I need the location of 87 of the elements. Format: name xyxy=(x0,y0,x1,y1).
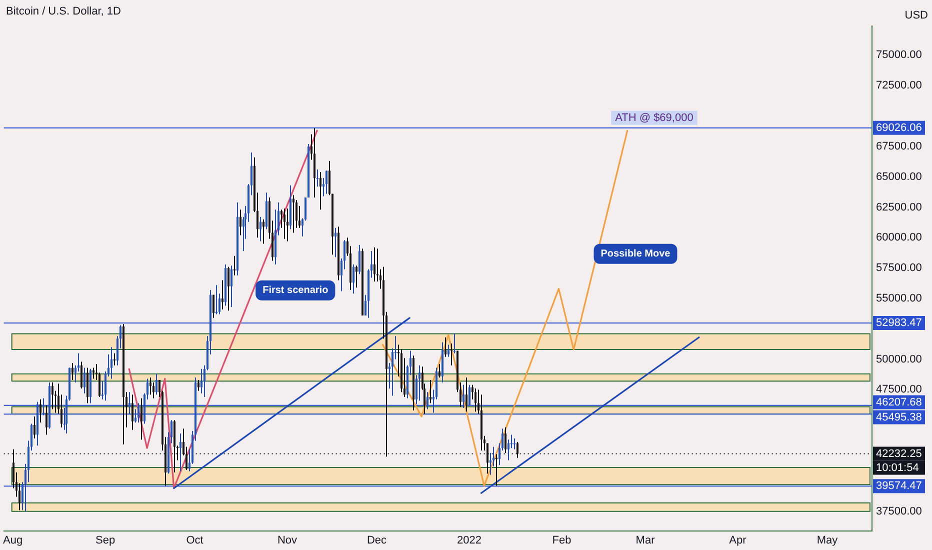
y-tick-label: 72500.00 xyxy=(876,80,922,92)
x-tick-label: May xyxy=(816,534,838,546)
candlestick xyxy=(462,384,464,408)
candlestick xyxy=(356,265,358,288)
candlestick xyxy=(40,398,42,424)
ref-line-label: 42232.25 xyxy=(876,448,922,460)
candlestick xyxy=(430,379,432,404)
candlestick xyxy=(352,264,354,294)
y-tick-label: 50000.00 xyxy=(876,353,922,366)
y-tick-label: 55000.00 xyxy=(876,292,922,304)
y-tick-label: 47500.00 xyxy=(876,384,922,396)
candlestick xyxy=(260,216,262,242)
x-tick-label: Oct xyxy=(186,534,204,546)
candlestick xyxy=(128,392,130,415)
x-tick-label: 2022 xyxy=(457,534,482,546)
candlestick xyxy=(426,392,428,410)
ref-line-label: 52983.47 xyxy=(876,317,922,330)
candlestick xyxy=(80,361,82,389)
candlestick xyxy=(374,246,376,282)
chart-title: Bitcoin / U.S. Dollar, 1D xyxy=(6,6,121,18)
x-tick-label: Nov xyxy=(277,534,298,546)
x-tick-label: Apr xyxy=(729,534,747,546)
y-tick-label: 60000.00 xyxy=(876,232,922,244)
candlestick xyxy=(334,227,336,258)
ref-line-label: 69026.06 xyxy=(876,122,922,134)
candlestick xyxy=(156,373,158,396)
candlestick xyxy=(150,377,152,396)
candlestick xyxy=(444,336,446,358)
candlestick xyxy=(140,398,142,440)
ref-line-label: 45495.38 xyxy=(876,411,922,424)
ref-line-label: 46207.68 xyxy=(876,396,922,408)
candlestick xyxy=(316,169,318,188)
y-tick-label: 37500.00 xyxy=(876,505,922,518)
candlestick xyxy=(240,209,242,236)
x-tick-label: Dec xyxy=(366,534,388,546)
candlestick xyxy=(358,244,360,275)
candlestick xyxy=(450,342,452,366)
y-tick-label: 75000.00 xyxy=(876,49,922,62)
candlestick xyxy=(230,265,232,308)
candlestick xyxy=(448,344,450,358)
candlestick xyxy=(212,294,214,318)
y-axis-title: USD xyxy=(904,10,928,22)
candlestick xyxy=(46,405,48,436)
candlestick xyxy=(222,280,224,310)
x-tick-label: Sep xyxy=(95,534,116,546)
candlestick xyxy=(180,432,182,472)
candlestick xyxy=(52,382,54,410)
candlestick xyxy=(262,218,264,244)
candlestick xyxy=(34,416,36,439)
candlestick xyxy=(228,266,230,312)
annotation: Possible Move xyxy=(600,248,671,260)
annotation: First scenario xyxy=(262,285,328,296)
candlestick xyxy=(84,367,86,394)
y-tick-label: 65000.00 xyxy=(876,170,922,183)
candlestick xyxy=(138,402,140,424)
candlestick xyxy=(200,368,202,394)
candlestick xyxy=(454,333,456,354)
candlestick xyxy=(514,438,516,450)
candlestick xyxy=(42,398,44,416)
y-tick-label: 67500.00 xyxy=(876,140,922,152)
candlestick xyxy=(474,388,476,412)
candlestick xyxy=(110,346,112,380)
candlestick xyxy=(198,379,200,392)
candlestick xyxy=(152,382,154,399)
candlestick xyxy=(510,434,512,449)
annotation: ATH @ $69,000 xyxy=(615,112,694,124)
candlestick xyxy=(132,394,134,430)
candlestick xyxy=(92,367,94,380)
x-tick-label: Aug xyxy=(2,534,23,546)
x-tick-label: Feb xyxy=(552,534,572,546)
candlestick xyxy=(468,384,470,406)
candlestick xyxy=(516,442,518,458)
candlestick xyxy=(320,171,322,210)
candlestick xyxy=(284,208,286,240)
y-tick-label: 62500.00 xyxy=(876,201,922,214)
candlestick xyxy=(286,208,288,242)
ref-line-label: 39574.47 xyxy=(876,480,922,492)
candlestick xyxy=(72,362,74,380)
candlestick xyxy=(438,364,440,378)
candlestick xyxy=(504,426,506,454)
candlestick xyxy=(326,170,328,194)
x-tick-label: Mar xyxy=(636,534,656,546)
candlestick xyxy=(466,377,468,412)
candlestick xyxy=(418,364,420,402)
y-tick-label: 57500.00 xyxy=(876,262,922,274)
candlestick xyxy=(292,194,294,234)
text: 10:01:54 xyxy=(876,462,919,474)
